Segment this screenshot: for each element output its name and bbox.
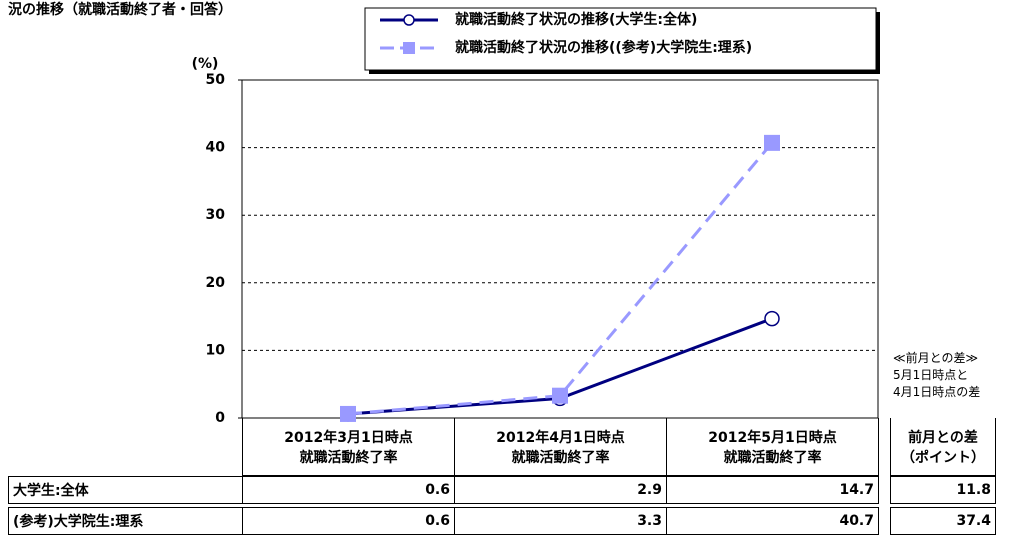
difference-value: 37.4 [890,507,996,535]
table-value: 14.7 [666,476,879,504]
y-tick-label: 0 [215,410,225,426]
row-label: (参考)大学院生:理系 [8,507,243,535]
y-tick-label: 40 [206,140,226,156]
table-value: 0.6 [242,476,455,504]
legend-box [364,7,877,71]
y-tick-label: 10 [206,342,226,358]
table-value: 40.7 [666,507,879,535]
plot-border [241,79,879,419]
marker [764,134,780,151]
column-header: 2012年3月1日時点 就職活動終了率 [242,418,455,476]
difference-value: 11.8 [890,476,996,504]
page-title: 況の推移（就職活動終了者・回答） [8,1,232,18]
legend-marker [403,14,415,26]
table-value: 3.3 [454,507,667,535]
difference-header: 前月との差 （ポイント） [890,418,996,476]
y-tick-label: 30 [206,207,226,223]
table-value: 0.6 [242,507,455,535]
y-axis-label: (%) [192,56,219,72]
column-header: 2012年5月1日時点 就職活動終了率 [666,418,879,476]
column-header: 2012年4月1日時点 就職活動終了率 [454,418,667,476]
y-tick-label: 50 [206,72,226,88]
note: ≪前月との差≫ 5月1日時点と 4月1日時点の差 [893,351,981,399]
marker [764,310,780,327]
table-value: 2.9 [454,476,667,504]
series-line [347,141,774,416]
legend-marker [403,42,415,54]
legend-label: 就職活動終了状況の推移(大学生:全体) [455,11,697,28]
marker [552,387,568,404]
y-tick-label: 20 [206,275,226,291]
marker [340,405,356,422]
row-label: 大学生:全体 [8,476,243,504]
legend-label: 就職活動終了状況の推移((参考)大学院生:理系) [455,39,752,56]
